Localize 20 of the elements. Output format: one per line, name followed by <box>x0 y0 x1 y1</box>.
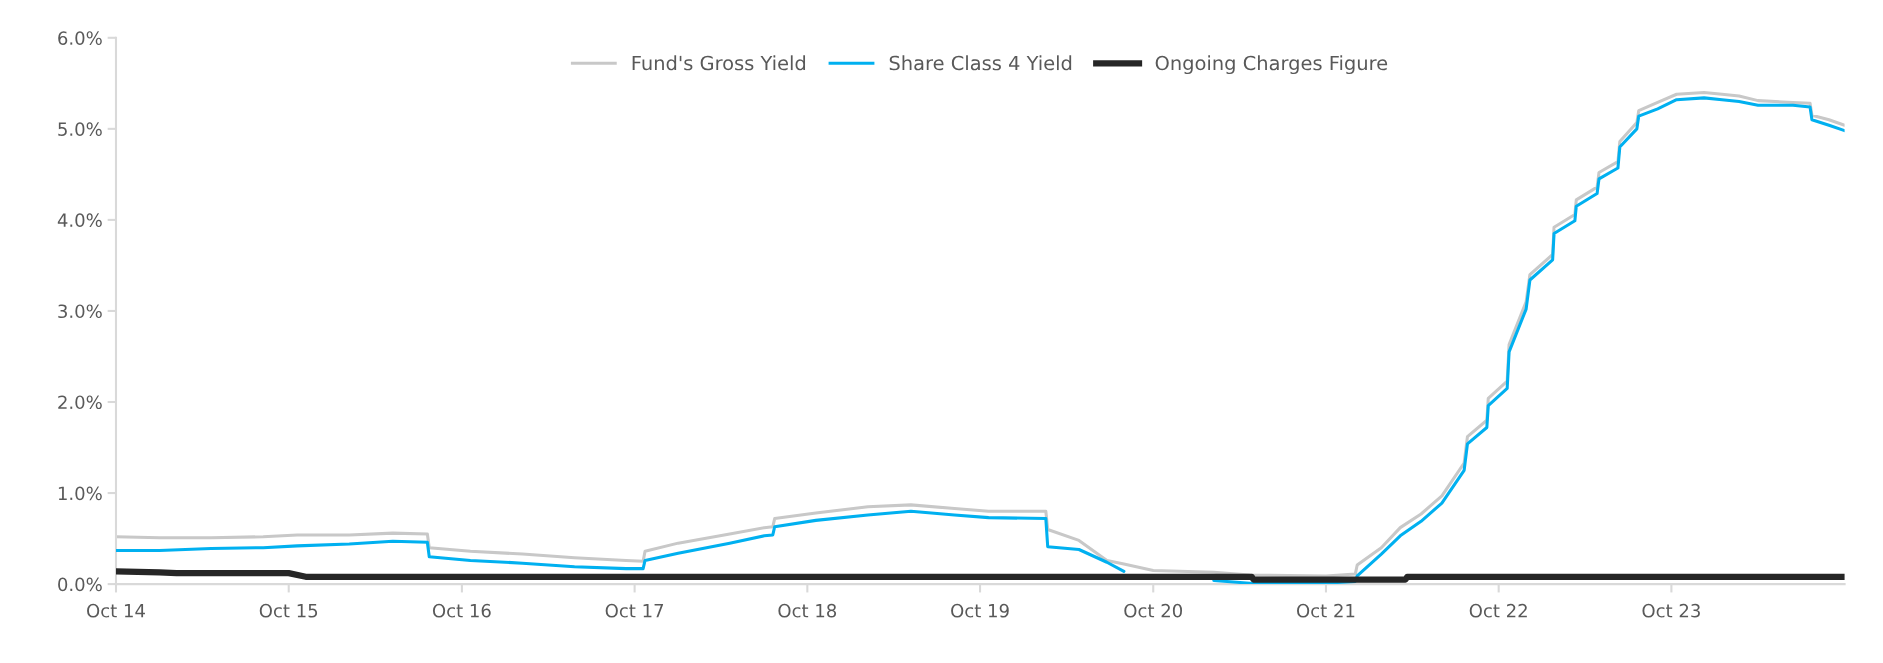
x-tick-label: Oct 17 <box>605 603 664 618</box>
y-tick-label: 2.0% <box>58 395 102 410</box>
y-tick-label: 3.0% <box>58 304 102 319</box>
legend-label: Ongoing Charges Figure <box>1155 55 1388 75</box>
x-tick-label: Oct 15 <box>259 603 318 618</box>
x-tick-label: Oct 19 <box>951 603 1009 618</box>
y-tick-label: 0.0% <box>58 577 102 592</box>
x-tick-label: Oct 18 <box>778 603 837 618</box>
x-tick-label: Oct 21 <box>1297 603 1355 618</box>
y-tick-label: 1.0% <box>58 486 102 501</box>
x-tick-label: Oct 20 <box>1124 603 1183 618</box>
x-tick-label: Oct 16 <box>432 603 491 618</box>
y-tick-label: 4.0% <box>57 213 102 228</box>
legend-label: Share Class 4 Yield <box>889 55 1072 71</box>
y-tick-label: 5.0% <box>58 122 102 136</box>
x-tick-label: Oct 23 <box>1642 603 1700 618</box>
x-tick-label: Oct 22 <box>1469 603 1527 618</box>
x-tick-label: Oct 14 <box>87 603 145 618</box>
y-tick-label: 6.0% <box>58 31 102 45</box>
legend-label: Fund's Gross Yield <box>632 55 806 71</box>
